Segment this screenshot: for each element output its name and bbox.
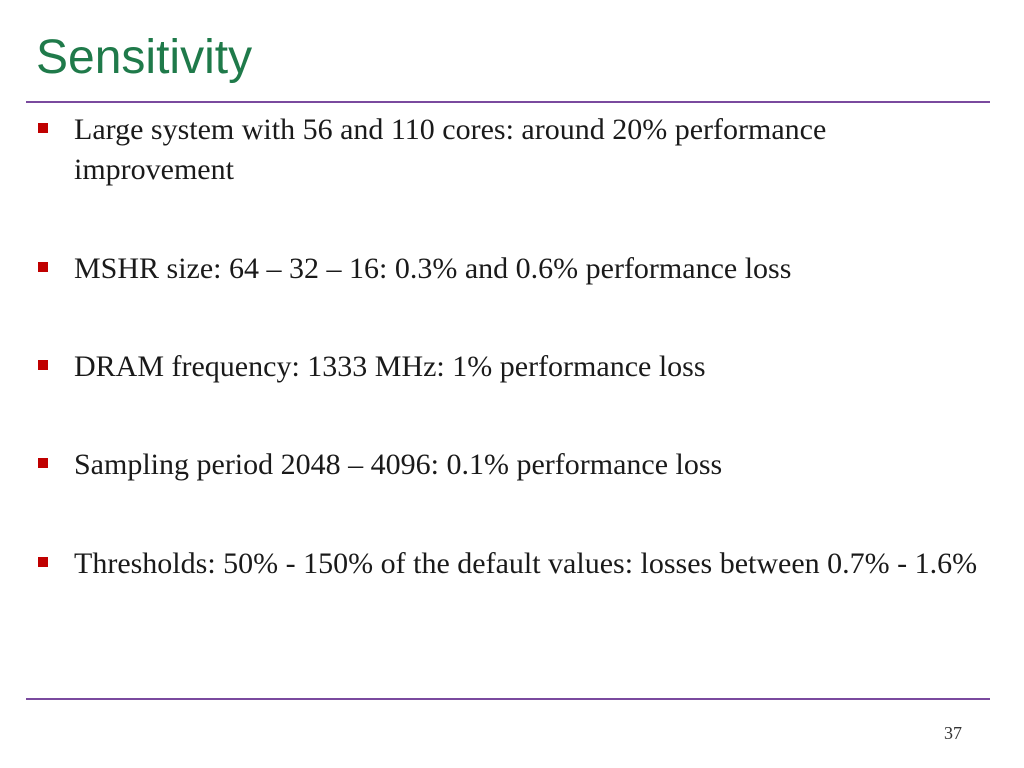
bullet-text: MSHR size: 64 – 32 – 16: 0.3% and 0.6% p… (74, 252, 792, 285)
bullet-item-1: Large system with 56 and 110 cores: arou… (38, 110, 988, 190)
bullet-item-2: MSHR size: 64 – 32 – 16: 0.3% and 0.6% p… (38, 249, 988, 289)
bullet-text: Sampling period 2048 – 4096: 0.1% perfor… (74, 448, 723, 481)
bullet-item-5: Thresholds: 50% - 150% of the default va… (38, 544, 988, 584)
page-number: 37 (944, 723, 962, 743)
bullet-square-icon (38, 123, 48, 133)
bullet-text: Large system with 56 and 110 cores: arou… (74, 113, 827, 186)
title-divider (26, 101, 990, 103)
bullet-text: Thresholds: 50% - 150% of the default va… (74, 547, 978, 580)
footer-divider (26, 698, 990, 700)
bullet-item-4: Sampling period 2048 – 4096: 0.1% perfor… (38, 445, 988, 485)
bullet-square-icon (38, 458, 48, 468)
bullet-square-icon (38, 557, 48, 567)
bullet-item-3: DRAM frequency: 1333 MHz: 1% performance… (38, 347, 988, 387)
bullet-square-icon (38, 360, 48, 370)
slide-title: Sensitivity (36, 31, 253, 84)
bullet-text: DRAM frequency: 1333 MHz: 1% performance… (74, 350, 706, 383)
bullet-square-icon (38, 262, 48, 272)
